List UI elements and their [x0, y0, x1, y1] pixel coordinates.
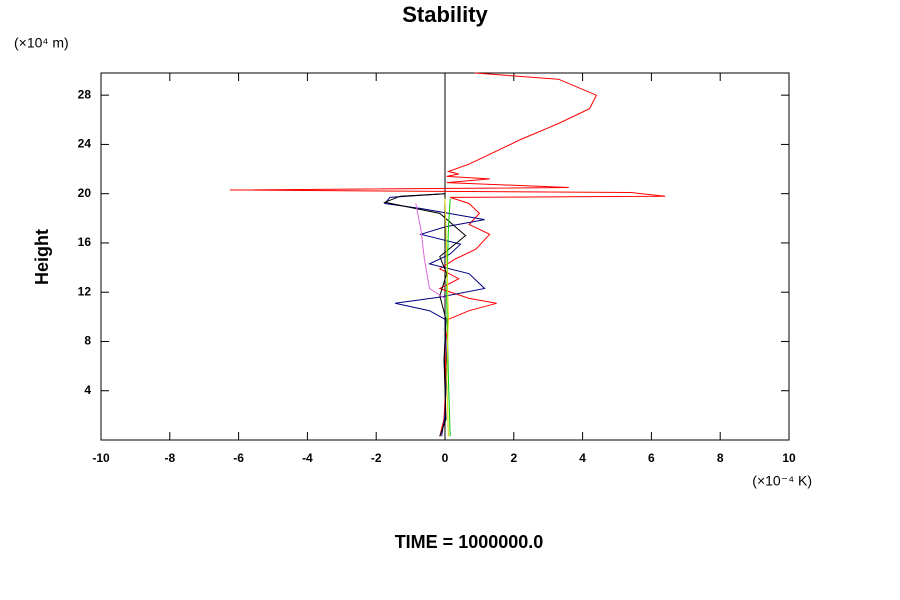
y-tick-label: 16	[78, 235, 92, 249]
profile-line	[415, 203, 446, 299]
footer: TIME = 1000000.0	[395, 532, 544, 552]
profile-line	[229, 72, 666, 437]
chart-title: Stability	[402, 2, 488, 27]
x-tick-label: 0	[442, 451, 449, 465]
profile-line	[444, 198, 449, 437]
y-tick-label: 20	[78, 186, 92, 200]
x-tick-label: -10	[92, 451, 110, 465]
x-tick-label: 6	[648, 451, 655, 465]
profile-line	[383, 193, 467, 437]
x-tick-label: 8	[717, 451, 724, 465]
y-tick-label: 8	[84, 334, 91, 348]
y-tick-label: 24	[78, 137, 92, 151]
x-tick-label: -8	[164, 451, 175, 465]
y-tick-label: 4	[84, 383, 91, 397]
profile-line	[383, 193, 486, 437]
y-tick-label: 28	[78, 87, 92, 101]
x-tick-label: -4	[302, 451, 313, 465]
x-tick-label: 2	[510, 451, 517, 465]
y-unit: (×10⁴ m)	[14, 35, 69, 51]
x-tick-label: -6	[233, 451, 244, 465]
x-tick-label: 10	[782, 451, 796, 465]
x-tick-label: 4	[579, 451, 586, 465]
x-tick-label: -2	[371, 451, 382, 465]
x-unit: (×10⁻⁴ K)	[752, 473, 812, 489]
profile-line	[446, 198, 451, 437]
y-axis-label: Height	[32, 229, 52, 285]
y-tick-label: 12	[78, 284, 92, 298]
